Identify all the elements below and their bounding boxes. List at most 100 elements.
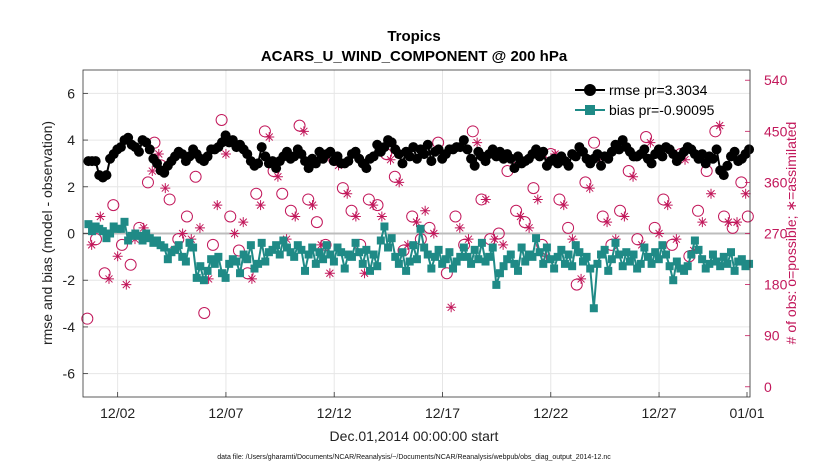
x-tick-label: 01/01	[729, 405, 764, 421]
rmse-point	[657, 151, 668, 162]
bias-point	[449, 264, 458, 273]
y-tick-label: 4	[67, 132, 75, 148]
bias-point	[116, 224, 125, 233]
y2-tick-label: 180	[764, 277, 788, 293]
rmse-point	[729, 146, 740, 157]
bias-point	[477, 238, 486, 247]
bias-point	[405, 257, 414, 266]
bias-point	[210, 259, 219, 268]
rmse-point	[419, 149, 430, 160]
bias-point	[423, 250, 432, 259]
y2-tick-label: 0	[764, 379, 772, 395]
bias-point	[387, 234, 396, 243]
bias-point	[308, 243, 317, 252]
bias-point	[153, 236, 162, 245]
assimilated-obs-point	[428, 228, 439, 239]
bias-point	[514, 266, 523, 275]
rmse-point	[469, 160, 480, 171]
bias-point	[737, 255, 746, 264]
possible-obs-point	[466, 125, 479, 138]
bias-point	[304, 250, 313, 259]
assimilated-obs-point	[298, 126, 309, 137]
assimilated-obs-point	[220, 149, 231, 160]
rmse-bias-series	[83, 130, 755, 313]
bias-point	[409, 241, 418, 250]
bias-point	[474, 255, 483, 264]
rmse-point	[368, 151, 379, 162]
rmse-point	[563, 160, 574, 171]
assimilated-obs-point	[272, 171, 283, 182]
bias-point	[687, 250, 696, 259]
assimilated-obs-point	[654, 228, 665, 239]
assimilated-obs-point	[411, 217, 422, 228]
bias-point	[239, 250, 248, 259]
y-axis-ticks: -6 -4 -2 0 2 4 6	[63, 85, 88, 382]
bias-point	[640, 243, 649, 252]
bias-point	[315, 248, 324, 257]
bias-point	[311, 259, 320, 268]
assimilated-obs-point	[524, 222, 535, 233]
bias-point	[394, 259, 403, 268]
bias-point	[98, 227, 107, 236]
y2-tick-label: 540	[764, 72, 788, 88]
bias-point	[528, 252, 537, 261]
bias-point	[629, 250, 638, 259]
assimilated-obs-point	[246, 273, 257, 284]
bias-point	[589, 304, 598, 313]
bias-point	[102, 234, 111, 243]
assimilated-obs-point	[662, 200, 673, 211]
bias-point	[365, 266, 374, 275]
bias-point	[719, 252, 728, 261]
bias-point	[495, 269, 504, 278]
rmse-point	[646, 158, 657, 169]
bias-point	[445, 248, 454, 257]
y-tick-label: 0	[67, 226, 75, 242]
bias-point	[297, 245, 306, 254]
rmse-point	[397, 158, 408, 169]
bias-point	[196, 262, 205, 271]
bias-point	[582, 252, 591, 261]
assimilated-obs-point	[385, 154, 396, 165]
chart-subtitle: ACARS_U_WIND_COMPONENT @ 200 hPa	[261, 48, 568, 65]
assimilated-obs-point	[619, 211, 630, 222]
rmse-point	[639, 144, 650, 155]
possible-obs-point	[741, 210, 754, 223]
assimilated-obs-point	[472, 137, 483, 148]
possible-obs-point	[449, 210, 462, 223]
assimilated-obs-point	[264, 131, 275, 142]
possible-obs-point	[189, 170, 202, 183]
bias-point	[221, 273, 230, 282]
assimilated-obs-point	[359, 268, 370, 279]
possible-obs-point	[310, 216, 323, 229]
bias-point	[380, 222, 389, 231]
assimilated-obs-point	[342, 188, 353, 199]
bias-point	[203, 266, 212, 275]
bias-point	[319, 255, 328, 264]
bias-point	[698, 255, 707, 264]
bias-point	[217, 269, 226, 278]
x-axis-ticks: 12/02 12/07 12/12 12/17 12/22 12/27 01/01	[100, 392, 765, 421]
bias-point	[286, 248, 295, 257]
bias-point	[517, 243, 526, 252]
bias-point	[586, 264, 595, 273]
rmse-point	[90, 156, 101, 167]
x-tick-label: 12/07	[208, 405, 243, 421]
bias-point	[726, 248, 735, 257]
rmse-point	[462, 144, 473, 155]
assimilated-obs-point	[350, 211, 361, 222]
bias-point	[434, 245, 443, 254]
rmse-point	[458, 135, 469, 146]
assimilated-obs-point	[238, 217, 249, 228]
bias-point	[134, 231, 143, 240]
bias-point	[694, 245, 703, 254]
y2-tick-label: 450	[764, 123, 788, 139]
y-tick-label: -4	[63, 319, 76, 335]
assimilated-obs-point	[515, 211, 526, 222]
bias-point	[272, 241, 281, 250]
y2-tick-label: 360	[764, 174, 788, 190]
x-axis-label: Dec.01,2014 00:00:00 start	[330, 428, 499, 444]
rmse-point	[570, 151, 581, 162]
bias-point	[326, 250, 335, 259]
bias-point	[578, 257, 587, 266]
x-tick-label: 12/22	[533, 405, 568, 421]
